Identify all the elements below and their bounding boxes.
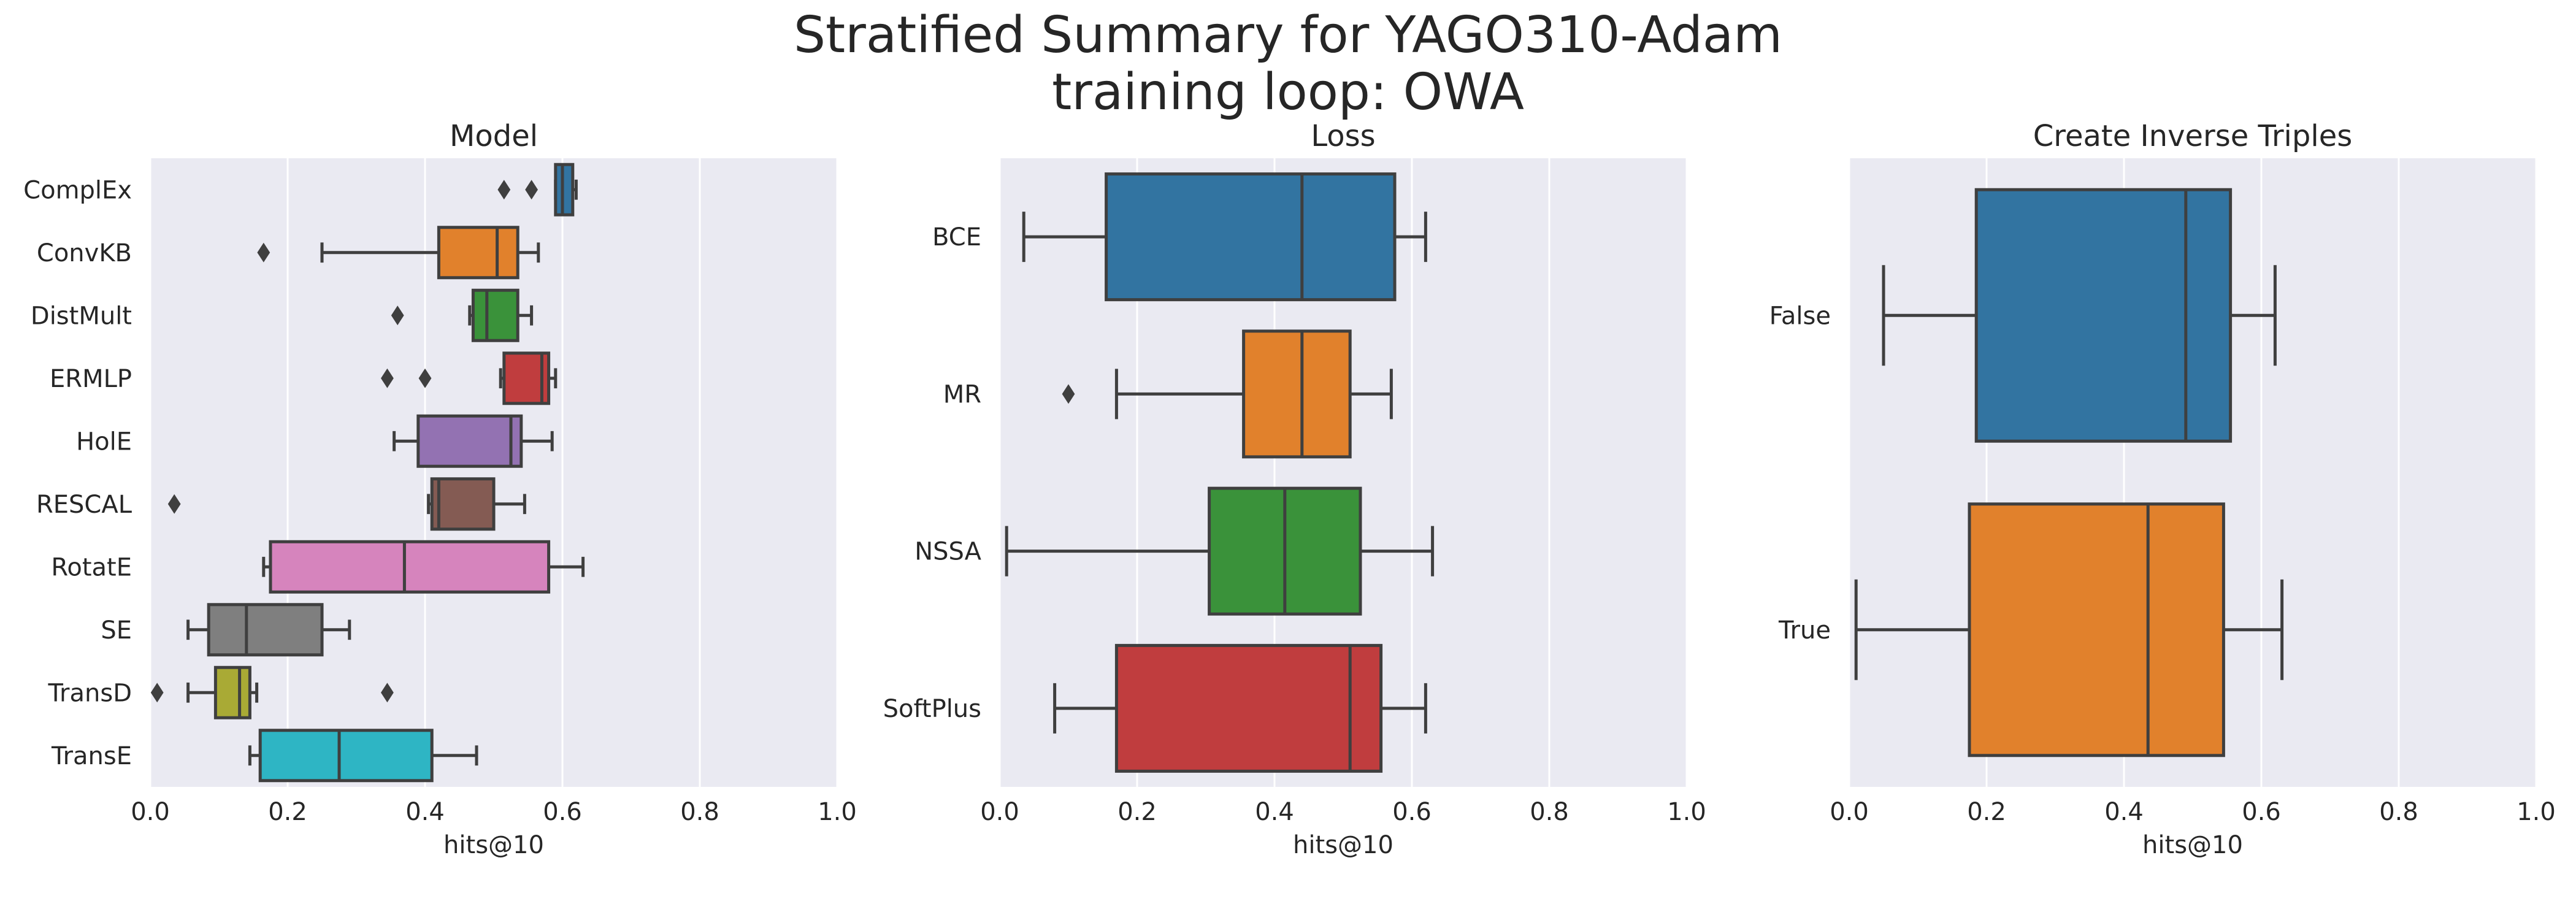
box-transd (213, 665, 251, 719)
outlier-point (497, 180, 511, 200)
x-tick-label: 0.4 (405, 798, 445, 826)
x-tick-label: 0.8 (680, 798, 719, 826)
subplot-title: Create Inverse Triples (2033, 119, 2352, 153)
box-hole (416, 414, 523, 468)
x-tick-label: 0.4 (1255, 798, 1294, 826)
outlier-point (525, 180, 538, 200)
x-axis-label: hits@10 (1293, 831, 1393, 859)
box-rescal (430, 477, 496, 531)
subplot-title: Loss (1311, 119, 1375, 153)
outlier-point (391, 305, 404, 326)
outlier-point (1062, 384, 1075, 404)
outlier-point (418, 368, 432, 388)
y-tick-label: TransD (47, 679, 132, 707)
outlier-point (167, 494, 181, 514)
y-tick-label: True (1778, 616, 1831, 645)
x-tick-label: 1.0 (818, 798, 857, 826)
box-softplus (1114, 643, 1383, 773)
y-tick-label: RESCAL (36, 491, 132, 519)
x-tick-label: 1.0 (1667, 798, 1706, 826)
y-tick-label: HolE (76, 427, 132, 456)
x-axis-label: hits@10 (443, 831, 544, 859)
x-tick-label: 0.6 (1392, 798, 1432, 826)
x-tick-label: 0.0 (980, 798, 1019, 826)
box-convkb (437, 226, 519, 280)
box-se (207, 603, 324, 657)
outlier-point (257, 242, 270, 263)
box-mr (1242, 329, 1352, 459)
y-tick-label: False (1769, 302, 1831, 330)
y-tick-label: ComplEx (23, 176, 132, 204)
x-tick-label: 0.6 (543, 798, 582, 826)
x-tick-label: 0.0 (1830, 798, 1869, 826)
box-distmult (471, 288, 519, 342)
outlier-point (150, 683, 164, 703)
x-tick-label: 0.0 (131, 798, 170, 826)
y-tick-label: SE (101, 616, 132, 645)
x-axis-label: hits@10 (2142, 831, 2243, 859)
x-tick-label: 0.2 (1967, 798, 2006, 826)
box-transe (258, 729, 434, 783)
subplot-3: 0.0 0.2 0.4 0.6 0.8 1.0 Create Inverse Triples… (1769, 119, 2556, 859)
y-tick-label: BCE (932, 223, 981, 251)
y-tick-label: NSSA (914, 538, 981, 566)
x-tick-label: 0.2 (268, 798, 307, 826)
subplot-2: 0.0 0.2 0.4 0.6 0.8 1.0 Loss hits@10 BCE MR NSSA So… (883, 119, 1706, 859)
x-tick-label: 0.6 (2242, 798, 2281, 826)
outlier-point (381, 368, 394, 388)
x-tick-label: 1.0 (2517, 798, 2556, 826)
y-tick-label: TransE (51, 742, 132, 770)
subplots: 0.0 0.2 0.4 0.6 0.8 1.0 Model hits@10 ComplEx Con… (23, 119, 2556, 859)
box-bce (1105, 172, 1397, 302)
y-tick-label: MR (943, 380, 981, 408)
box-complex (554, 163, 575, 217)
x-tick-label: 0.4 (2104, 798, 2144, 826)
box-rotate (269, 540, 551, 594)
y-tick-label: ConvKB (37, 239, 132, 267)
y-tick-label: RotatE (51, 553, 132, 581)
y-tick-label: ERMLP (50, 365, 132, 393)
outlier-point (381, 683, 394, 703)
y-tick-label: SoftPlus (883, 695, 981, 723)
x-tick-label: 0.8 (1530, 798, 1569, 826)
y-tick-label: DistMult (31, 302, 132, 330)
x-tick-label: 0.2 (1117, 798, 1157, 826)
box-false (1974, 188, 2233, 443)
x-tick-label: 0.8 (2379, 798, 2418, 826)
subplot-1: 0.0 0.2 0.4 0.6 0.8 1.0 Model hits@10 ComplEx Con… (23, 119, 857, 859)
figure-title-line1: Stratified Summary for YAGO310-Adam (794, 6, 1782, 64)
box-true (1968, 502, 2225, 757)
figure-title-line2: training loop: OWA (1052, 63, 1524, 121)
subplot-title: Model (450, 119, 538, 153)
